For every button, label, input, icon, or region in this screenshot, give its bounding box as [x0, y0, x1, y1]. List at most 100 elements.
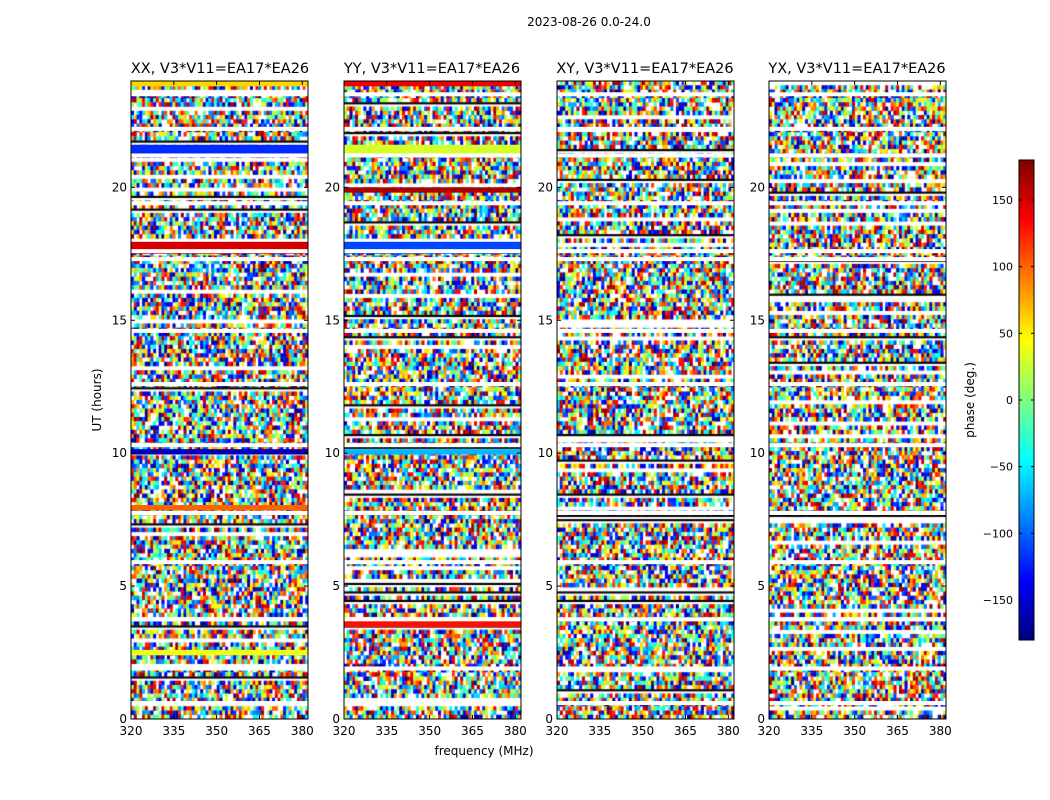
- flagged-gap-row: [131, 617, 308, 622]
- y-tick-label: 20: [325, 180, 340, 194]
- x-tick-label: 320: [120, 724, 143, 738]
- plot-frame: [130, 80, 309, 720]
- x-tick-label: 335: [375, 724, 398, 738]
- flagged-gap-row: [557, 126, 734, 131]
- colorbar: −150 −100 −50 0 50 100 150 phase (deg.): [963, 159, 1035, 641]
- flagged-gap-row: [131, 328, 308, 333]
- colorbar-tick-label: −100: [983, 527, 1013, 540]
- flagged-gap-row: [344, 510, 521, 515]
- colorbar-tick-label: 100: [992, 261, 1013, 274]
- y-tick-label: 15: [112, 313, 127, 327]
- flagged-gap-row: [557, 701, 734, 706]
- x-tick-label: 365: [674, 724, 697, 738]
- flagged-gap-row: [557, 153, 734, 158]
- flagged-gap-row: [557, 382, 734, 387]
- flagged-gap-row: [344, 560, 521, 565]
- y-tick-label: 0: [545, 712, 553, 726]
- flagged-gap-row: [769, 666, 946, 671]
- panel-title: YY, V3*V11=EA17*EA26: [343, 61, 520, 77]
- x-tick-label: 335: [162, 724, 185, 738]
- flagged-gap-row: [344, 666, 521, 671]
- flagged-gap-row: [344, 126, 521, 131]
- y-tick-label: 0: [757, 712, 765, 726]
- flagged-gap-row: [769, 443, 946, 448]
- colorbar-tick-label: 0: [1006, 394, 1013, 407]
- flagged-gap-row: [769, 153, 946, 158]
- coherent-phase-band: [131, 241, 308, 254]
- x-tick-label: 365: [886, 724, 909, 738]
- flagged-gap-row: [344, 617, 521, 622]
- coherent-phase-band: [131, 144, 308, 156]
- phase-noise-raster: [557, 81, 734, 719]
- flagged-gap-row: [769, 328, 946, 333]
- y-tick-label: 10: [112, 446, 127, 460]
- flagged-gap-row: [769, 701, 946, 706]
- y-tick-label: 15: [538, 313, 553, 327]
- coherent-phase-band: [344, 620, 521, 628]
- coherent-phase-band: [344, 144, 521, 156]
- panel-title: XX, V3*V11=EA17*EA26: [131, 61, 309, 77]
- x-tick-label: 350: [418, 724, 441, 738]
- flagged-gap-row: [769, 257, 946, 262]
- flagged-gap-row: [769, 92, 946, 97]
- flagged-gap-row: [769, 510, 946, 515]
- flagged-gap-row: [557, 249, 734, 254]
- y-tick-label: 20: [538, 180, 553, 194]
- flagged-gap-row: [769, 617, 946, 622]
- flagged-gap-row: [769, 201, 946, 206]
- flagged-gap-row: [557, 257, 734, 262]
- y-tick-label: 10: [325, 446, 340, 460]
- flagged-gap-row: [557, 617, 734, 622]
- x-tick-label: 365: [461, 724, 484, 738]
- flagged-gap-row: [769, 126, 946, 131]
- colorbar-tick-label: −50: [990, 461, 1013, 474]
- flagged-gap-row: [769, 382, 946, 387]
- x-tick-label: 335: [588, 724, 611, 738]
- flagged-gap-row: [769, 560, 946, 565]
- coherent-phase-band: [344, 241, 521, 254]
- flagged-gap-row: [344, 257, 521, 262]
- x-tick-label: 320: [546, 724, 569, 738]
- coherent-phase-band: [131, 81, 308, 87]
- x-tick-label: 365: [248, 724, 271, 738]
- coherent-phase-band: [131, 449, 308, 455]
- y-tick-label: 20: [112, 180, 127, 194]
- coherent-phase-band: [344, 449, 521, 455]
- flagged-gap-row: [769, 249, 946, 254]
- flagged-gap-row: [344, 92, 521, 97]
- x-tick-label: 320: [758, 724, 781, 738]
- y-tick-label: 5: [119, 579, 127, 593]
- phase-noise-raster: [131, 81, 308, 719]
- flagged-gap-row: [557, 510, 734, 515]
- flagged-gap-row: [131, 560, 308, 565]
- plot-frame: [556, 80, 735, 720]
- x-tick-label: 320: [333, 724, 356, 738]
- flagged-gap-row: [344, 249, 521, 254]
- flagged-gap-row: [131, 701, 308, 706]
- flagged-gap-row: [131, 126, 308, 131]
- flagged-gap-row: [131, 443, 308, 448]
- flagged-gap-row: [557, 201, 734, 206]
- flagged-gap-row: [131, 201, 308, 206]
- coherent-phase-band: [344, 81, 521, 87]
- y-tick-label: 0: [332, 712, 340, 726]
- y-tick-label: 10: [750, 446, 765, 460]
- flagged-gap-row: [131, 153, 308, 158]
- colorbar-tick-label: 150: [992, 194, 1013, 207]
- coherent-phase-band: [131, 505, 308, 511]
- panel-yy: YY, V3*V11=EA17*EA26 320 335 350 365 380 0 5 10…: [325, 61, 527, 738]
- panel-title: XY, V3*V11=EA17*EA26: [556, 61, 733, 77]
- coherent-phase-band: [344, 187, 521, 193]
- x-tick-label: 350: [843, 724, 866, 738]
- figure-suptitle: 2023-08-26 0.0-24.0: [527, 15, 651, 29]
- x-axis-label: frequency (MHz): [434, 744, 533, 758]
- panel-yx: YX, V3*V11=EA17*EA26 320 335 350 365 380 0 5 10…: [750, 61, 952, 738]
- colorbar-tick-label: −150: [983, 594, 1013, 607]
- x-tick-label: 380: [504, 724, 527, 738]
- flagged-gap-row: [131, 249, 308, 254]
- coherent-phase-band: [131, 649, 308, 656]
- flagged-gap-row: [344, 701, 521, 706]
- plot-frame: [343, 80, 522, 720]
- flagged-gap-row: [131, 382, 308, 387]
